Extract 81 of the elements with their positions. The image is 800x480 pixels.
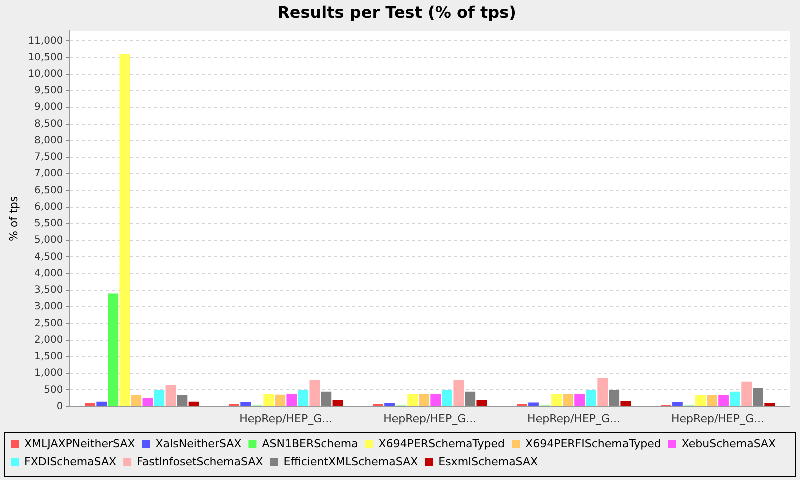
bar — [476, 400, 488, 406]
bar — [264, 394, 274, 406]
y-tick-label: 3,500 — [34, 285, 64, 296]
y-tick-label: 6,500 — [34, 185, 64, 196]
y-tick-label: 4,500 — [34, 252, 64, 263]
legend-label: XebuSchemaSAX — [682, 437, 777, 450]
y-tick-label: 6,000 — [34, 202, 64, 213]
legend-label: X694PERSchemaTyped — [378, 437, 506, 450]
y-tick-label: 5,500 — [34, 218, 64, 230]
bar — [742, 382, 752, 406]
y-tick-label: 7,000 — [34, 168, 64, 180]
bar — [298, 390, 309, 406]
bar — [574, 394, 585, 406]
bar — [332, 400, 344, 406]
bar — [154, 390, 165, 406]
y-tick-label: 5,000 — [34, 235, 64, 246]
bar — [142, 398, 154, 406]
legend-label: X694PERFISchemaTyped — [526, 437, 662, 450]
y-tick-label: 10,500 — [28, 52, 64, 64]
x-tick-label: HepRep/HEP_G... — [672, 412, 765, 426]
chart-title: Results per Test (% of tps) — [278, 2, 516, 22]
y-tick-label: 7,500 — [34, 152, 64, 164]
bar — [430, 394, 442, 406]
bar — [177, 395, 188, 406]
bar — [528, 402, 539, 406]
legend-label: XMLJAXPNeitherSAX — [24, 437, 136, 450]
bar — [598, 378, 608, 406]
bar — [609, 390, 620, 406]
bar — [563, 394, 574, 406]
bar — [764, 403, 776, 406]
y-tick-label: 4,000 — [34, 268, 64, 280]
bar — [96, 402, 108, 406]
bar — [188, 402, 200, 406]
bar — [696, 395, 706, 406]
bar — [707, 395, 718, 406]
legend-label: FXDISchemaSAX — [24, 455, 118, 468]
bar — [310, 380, 320, 406]
bar — [465, 392, 476, 406]
bar — [672, 402, 683, 406]
y-tick-label: 9,000 — [34, 102, 64, 114]
x-tick-label: HepRep/HEP_G... — [384, 412, 477, 426]
legend-label: EfficientXMLSchemaSAX — [284, 455, 419, 468]
bar — [108, 294, 119, 406]
y-tick-label: 2,500 — [34, 318, 64, 330]
bar — [419, 394, 430, 406]
legend-label: EsxmlSchemaSAX — [438, 455, 539, 468]
bar — [120, 54, 130, 406]
bar — [442, 390, 453, 406]
y-tick-label: 9,500 — [34, 86, 64, 97]
y-tick-label: 11,000 — [28, 36, 64, 47]
y-tick-label: 1,500 — [34, 352, 64, 363]
y-tick-label: 1,000 — [34, 368, 64, 380]
bar — [240, 402, 252, 406]
y-tick-label: 500 — [44, 384, 64, 396]
bar — [275, 394, 286, 406]
bar — [85, 403, 96, 406]
x-tick-label: HepRep/HEP_G... — [528, 412, 621, 426]
legend-label: FastInfosetSchemaSAX — [137, 455, 264, 468]
y-tick-label: 10,000 — [28, 69, 64, 80]
bar — [620, 401, 632, 406]
x-tick-label: HepRep/HEP_G... — [240, 412, 333, 426]
bar — [586, 390, 597, 406]
y-tick-label: 2,000 — [34, 334, 64, 346]
legend-label: ASN1BERSchema — [262, 437, 358, 450]
bar — [166, 385, 176, 406]
bar — [454, 380, 464, 406]
y-tick-label: 3,000 — [34, 302, 64, 313]
legend-label: XalsNeitherSAX — [156, 437, 242, 450]
y-tick-label: 8,000 — [34, 135, 64, 146]
bar — [753, 388, 764, 406]
bar — [552, 394, 562, 406]
bar — [730, 392, 740, 406]
bar — [131, 395, 142, 406]
bar — [718, 395, 729, 406]
y-tick-label: 0 — [56, 401, 64, 412]
bar — [286, 394, 298, 406]
bar — [384, 403, 395, 406]
y-axis-title: % of tps — [7, 196, 20, 242]
bar — [408, 394, 418, 406]
bar — [321, 392, 332, 406]
y-tick-label: 8,500 — [34, 118, 64, 130]
